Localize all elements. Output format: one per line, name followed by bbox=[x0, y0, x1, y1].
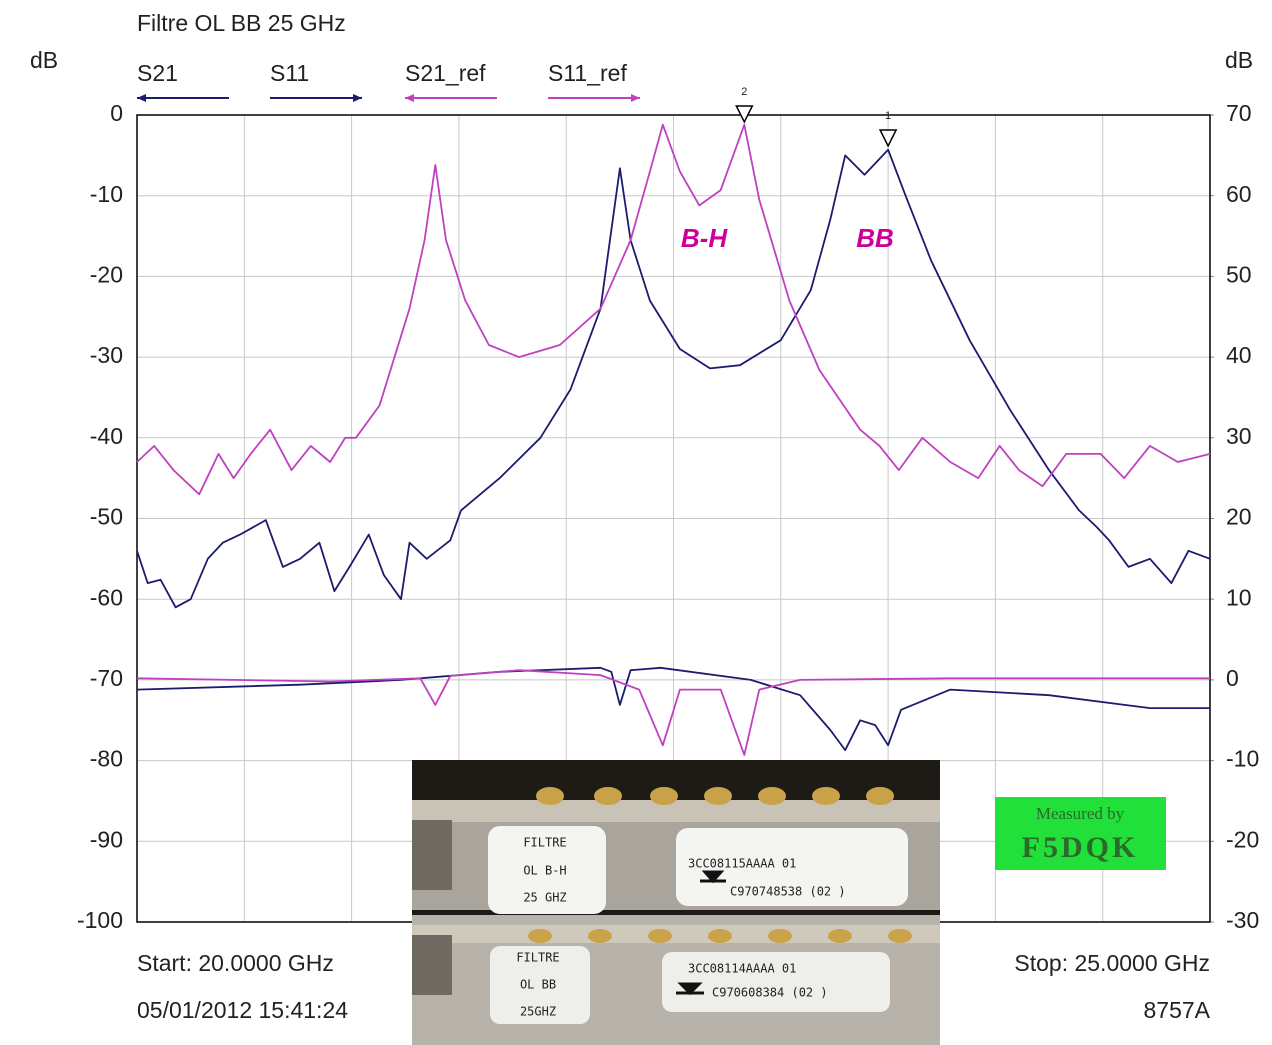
y2-tick-label: 70 bbox=[1226, 100, 1252, 126]
filter-edge bbox=[412, 925, 940, 943]
legend-label: S21_ref bbox=[405, 60, 486, 86]
legend-arrowhead bbox=[405, 94, 414, 102]
y-tick-label: -20 bbox=[90, 261, 123, 287]
photo-text: 3CC08114AAAA 01 bbox=[688, 962, 796, 976]
series-line bbox=[136, 123, 1211, 496]
y2-tick-label: -10 bbox=[1226, 746, 1259, 772]
marker bbox=[878, 129, 898, 148]
annotation: B-H bbox=[681, 223, 728, 253]
label-plate bbox=[490, 946, 590, 1024]
y2-tick-label: 0 bbox=[1226, 665, 1239, 691]
y-tick-label: -70 bbox=[90, 665, 123, 691]
legend-arrowhead bbox=[353, 94, 362, 102]
photo-symbol bbox=[676, 982, 704, 996]
legend-label: S11_ref bbox=[548, 60, 627, 86]
y2-tick-label: 50 bbox=[1226, 261, 1252, 287]
y-tick-label: -60 bbox=[90, 584, 123, 610]
photo-text: 25 GHZ bbox=[523, 891, 566, 905]
timestamp: 05/01/2012 15:41:24 bbox=[137, 997, 348, 1023]
y-tick-label: -80 bbox=[90, 746, 123, 772]
y2-tick-label: -20 bbox=[1226, 826, 1259, 852]
y2-tick-label: 40 bbox=[1226, 342, 1252, 368]
legend-label: S11 bbox=[270, 60, 309, 86]
photo-symbol bbox=[700, 870, 726, 884]
photo-text: 3CC08115AAAA 01 bbox=[688, 857, 796, 871]
photo-text: FILTRE bbox=[516, 951, 559, 965]
photo-text: C970608384 (02 ) bbox=[712, 986, 828, 1000]
stop-label: Stop: 25.0000 GHz bbox=[1014, 950, 1210, 976]
stamp-line: Measured by bbox=[1036, 804, 1125, 823]
marker-label: 1 bbox=[885, 110, 891, 122]
photo-text: FILTRE bbox=[523, 836, 566, 850]
series-line bbox=[136, 148, 1211, 609]
connector bbox=[412, 935, 452, 995]
stamp-box bbox=[995, 797, 1166, 870]
connector bbox=[412, 820, 452, 890]
y2-tick-label: 30 bbox=[1226, 423, 1252, 449]
legend-arrowhead bbox=[137, 94, 146, 102]
y-tick-label: -40 bbox=[90, 423, 123, 449]
stamp: Measured by F5DQK bbox=[995, 797, 1166, 870]
photo-text: 25GHZ bbox=[520, 1005, 556, 1019]
legend-arrowhead bbox=[631, 94, 640, 102]
photo-text: C970748538 (02 ) bbox=[730, 885, 846, 899]
filter-edge bbox=[412, 800, 940, 822]
legend-label: S21 bbox=[137, 60, 178, 86]
y-tick-label: -30 bbox=[90, 342, 123, 368]
y-tick-label: 0 bbox=[110, 100, 123, 126]
stamp-line: F5DQK bbox=[1022, 831, 1139, 864]
photo-inset: FILTRE OL B-H 25 GHZ 3CC08115AAAA 01 C97… bbox=[412, 760, 940, 1045]
chart-title: Filtre OL BB 25 GHz bbox=[137, 10, 346, 36]
marker-label: 2 bbox=[741, 86, 747, 98]
screws bbox=[528, 787, 912, 943]
y2-tick-label: 20 bbox=[1226, 504, 1252, 530]
y-tick-label: -10 bbox=[90, 181, 123, 207]
label-plate bbox=[488, 826, 606, 914]
series-line bbox=[136, 669, 1210, 756]
instrument: 8757A bbox=[1143, 997, 1210, 1023]
y-tick-label: -100 bbox=[77, 907, 123, 933]
photo-text: OL B-H bbox=[523, 864, 566, 878]
photo-text: OL BB bbox=[520, 978, 556, 992]
y2-axis-label: dB bbox=[1225, 47, 1253, 73]
label-plate bbox=[662, 952, 890, 1012]
marker bbox=[735, 105, 754, 124]
y-axis-label: dB bbox=[30, 47, 58, 73]
start-label: Start: 20.0000 GHz bbox=[137, 950, 334, 976]
label-plate bbox=[676, 828, 908, 906]
y2-tick-label: -30 bbox=[1226, 907, 1259, 933]
annotation: BB bbox=[856, 223, 894, 253]
y-tick-label: -50 bbox=[90, 504, 123, 530]
y2-tick-label: 10 bbox=[1226, 584, 1252, 610]
y-tick-label: -90 bbox=[90, 826, 123, 852]
y2-tick-label: 60 bbox=[1226, 181, 1252, 207]
